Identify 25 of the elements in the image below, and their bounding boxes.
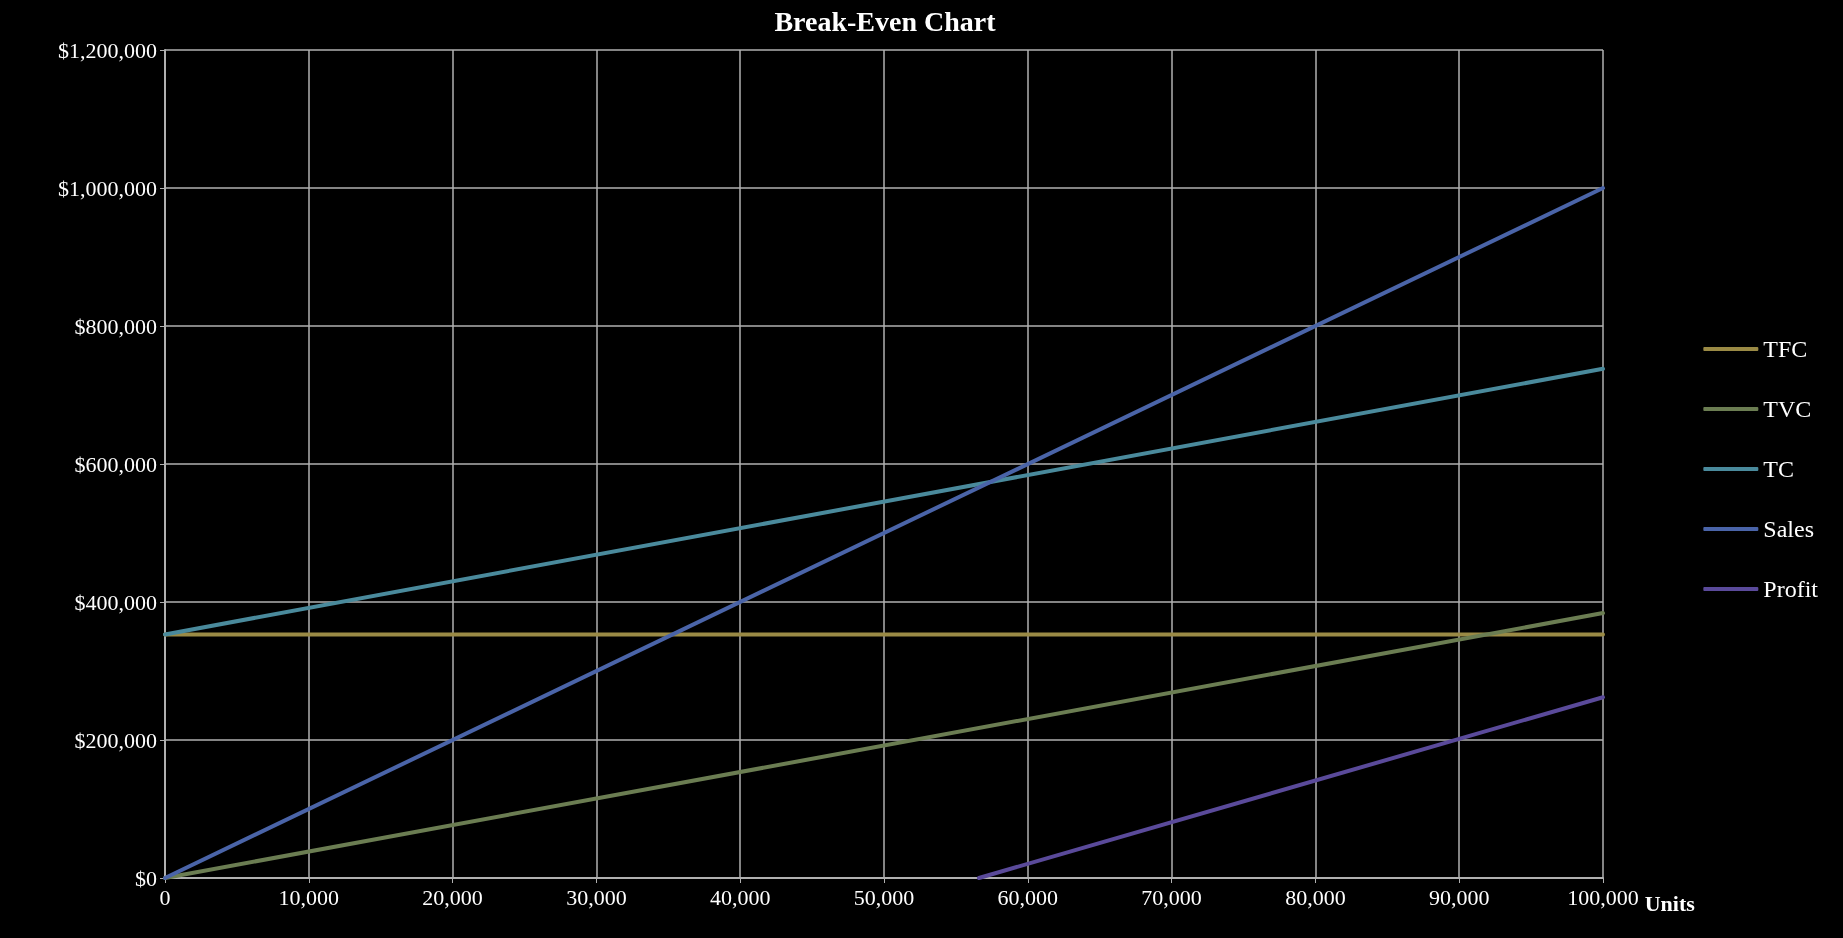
y-tick-label: $1,200,000: [58, 37, 157, 63]
x-axis-title: Units: [1644, 890, 1696, 916]
x-tick-label: 40,000: [709, 884, 771, 910]
y-tick-label: $200,000: [74, 727, 157, 753]
legend-label: TVC: [1763, 396, 1812, 422]
x-tick-label: 50,000: [853, 884, 915, 910]
x-tick-label: 30,000: [566, 884, 627, 910]
y-tick-label: $400,000: [74, 589, 157, 615]
x-tick-label: 90,000: [1428, 884, 1490, 910]
y-tick-label: $0: [135, 865, 157, 891]
y-tick-label: $1,000,000: [58, 175, 157, 201]
y-tick-label: $800,000: [74, 313, 157, 339]
legend-label: Sales: [1763, 516, 1814, 542]
x-tick-label: 100,000: [1567, 884, 1639, 910]
x-tick-label: 10,000: [278, 884, 340, 910]
x-tick-label: 70,000: [1141, 884, 1202, 910]
legend-label: Profit: [1763, 576, 1819, 602]
y-tick-label: $600,000: [74, 451, 157, 477]
x-tick-label: 80,000: [1285, 884, 1346, 910]
legend-label: TFC: [1763, 336, 1808, 362]
legend-label: TC: [1763, 456, 1794, 482]
chart-title: Break-Even Chart: [774, 5, 997, 37]
x-tick-label: 0: [159, 884, 171, 910]
x-tick-label: 20,000: [422, 884, 483, 910]
x-tick-label: 60,000: [997, 884, 1059, 910]
